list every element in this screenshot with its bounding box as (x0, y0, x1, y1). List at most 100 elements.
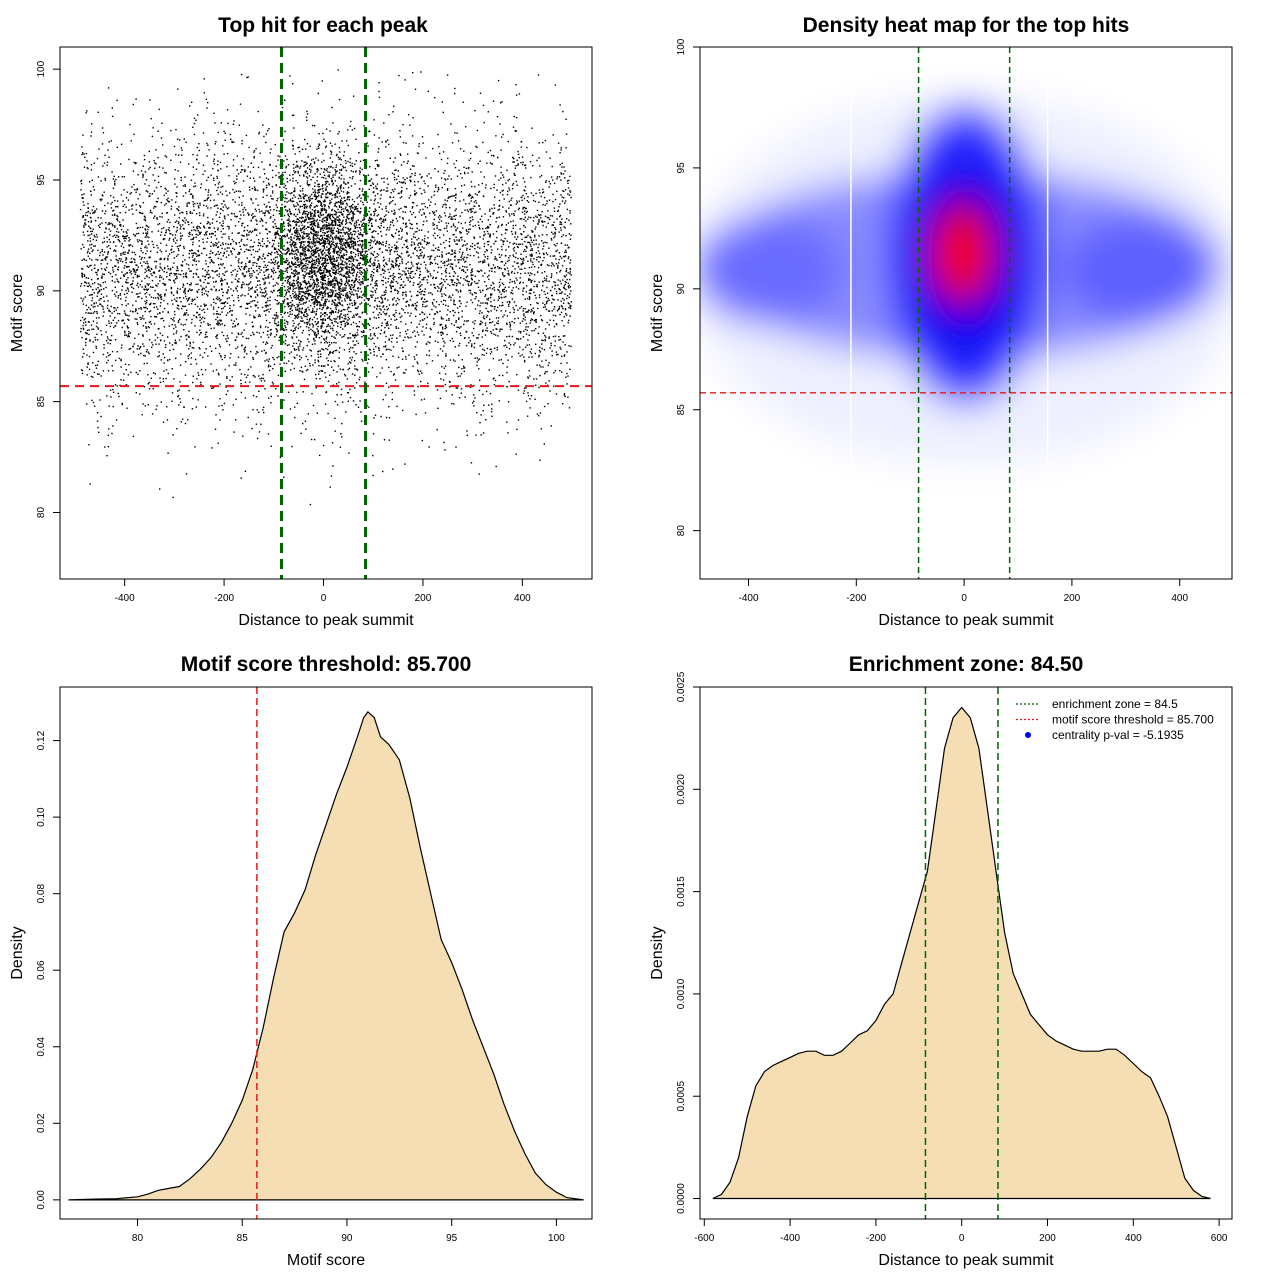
scatter-point (482, 410, 484, 412)
scatter-point (340, 169, 343, 171)
scatter-point (567, 285, 569, 288)
scatter-point (168, 200, 171, 203)
scatter-point (144, 271, 146, 274)
scatter-point (530, 311, 532, 313)
scatter-point (207, 291, 209, 293)
scatter-point (177, 395, 179, 398)
scatter-point (288, 222, 290, 224)
scatter-point (560, 173, 563, 175)
scatter-point (171, 324, 173, 326)
scatter-point (308, 184, 310, 187)
scatter-point (522, 308, 525, 310)
scatter-point (146, 231, 149, 233)
scatter-point (448, 216, 450, 218)
scatter-point (190, 322, 193, 324)
scatter-point (564, 395, 566, 398)
scatter-point (357, 287, 359, 289)
scatter-point (388, 439, 390, 441)
scatter-point (250, 276, 252, 279)
scatter-point (494, 347, 496, 349)
scatter-point (87, 234, 89, 237)
scatter-point (376, 159, 378, 161)
scatter-point (154, 289, 156, 292)
scatter-point (533, 258, 535, 260)
scatter-point (396, 264, 398, 266)
scatter-point (466, 233, 468, 235)
scatter-point (569, 272, 571, 275)
scatter-point (148, 256, 150, 259)
scatter-point (337, 224, 339, 226)
scatter-point (372, 265, 374, 267)
scatter-point (174, 342, 176, 344)
scatter-point (91, 328, 93, 331)
scatter-point (384, 245, 387, 247)
scatter-point (339, 446, 342, 448)
scatter-point (477, 242, 479, 244)
scatter-point (136, 284, 138, 286)
scatter-point (273, 240, 275, 242)
scatter-point (338, 299, 341, 301)
scatter-point (86, 252, 89, 254)
scatter-point (159, 312, 161, 314)
scatter-point (385, 382, 388, 384)
scatter-point (470, 345, 473, 348)
scatter-point (135, 293, 138, 295)
scatter-point (560, 282, 562, 285)
scatter-point (313, 316, 315, 319)
scatter-point (324, 189, 327, 191)
scatter-point (327, 270, 329, 272)
scatter-point (111, 280, 113, 282)
scatter-point (310, 228, 312, 230)
scatter-point (266, 237, 269, 239)
scatter-point (330, 260, 332, 263)
scatter-point (283, 362, 285, 364)
scatter-point (317, 253, 320, 255)
scatter-point (335, 308, 337, 311)
scatter-point (264, 326, 267, 328)
scatter-point (172, 294, 175, 296)
scatter-point (320, 251, 322, 253)
scatter-point (177, 170, 179, 172)
scatter-point (333, 194, 336, 196)
scatter-point (303, 281, 306, 284)
scatter-point (359, 160, 362, 162)
scatter-point (393, 373, 395, 375)
scatter-point (183, 246, 185, 248)
scatter-point (520, 161, 522, 164)
scatter-point (447, 305, 449, 307)
scatter-point (225, 256, 228, 258)
scatter-point (333, 269, 335, 271)
scatter-point (149, 195, 151, 197)
scatter-point (508, 178, 510, 181)
scatter-point (133, 269, 136, 271)
scatter-point (270, 402, 272, 404)
scatter-point (292, 200, 295, 202)
scatter-point (163, 362, 165, 364)
scatter-point (288, 216, 291, 218)
scatter-point (327, 331, 329, 333)
scatter-point (545, 278, 548, 280)
scatter-point (384, 270, 386, 273)
scatter-point (447, 260, 450, 262)
scatter-point (306, 205, 308, 207)
scatter-point (498, 359, 500, 361)
scatter-point (184, 312, 186, 314)
scatter-point (414, 236, 417, 239)
scatter-point (282, 223, 284, 225)
scatter-point (192, 375, 194, 377)
scatter-point (502, 304, 504, 306)
scatter-point (428, 292, 430, 294)
scatter-point (529, 243, 532, 246)
scatter-point (348, 236, 350, 238)
scatter-point (322, 285, 324, 288)
scatter-point (439, 348, 442, 350)
scatter-point (356, 368, 358, 370)
scatter-point (334, 194, 337, 196)
scatter-point (324, 298, 326, 301)
scatter-point (326, 167, 328, 170)
scatter-point (324, 267, 326, 269)
scatter-point (445, 355, 447, 357)
scatter-point (566, 180, 569, 182)
scatter-point (302, 196, 304, 199)
scatter-point (86, 374, 88, 376)
